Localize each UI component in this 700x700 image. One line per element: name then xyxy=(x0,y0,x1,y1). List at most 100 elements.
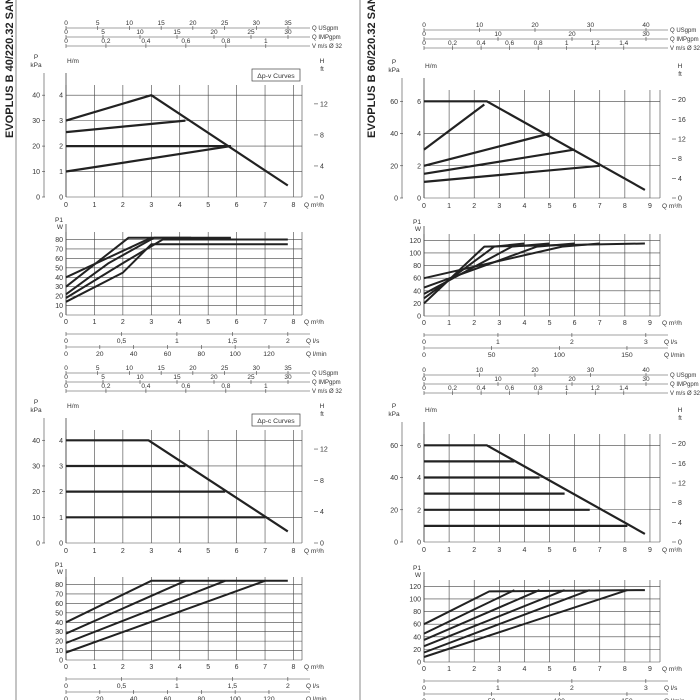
x-axis-label: Q m³/h xyxy=(662,547,682,554)
p1-tick-label: 20 xyxy=(413,301,421,308)
p1-unit-label: W xyxy=(57,224,64,231)
top-axis-tick-label: 30 xyxy=(642,376,650,383)
top-axis-tick-label: 30 xyxy=(284,374,292,381)
ft-tick-label: 4 xyxy=(320,163,324,170)
x-tick-label: 4 xyxy=(178,202,182,209)
kpa-label: kPa xyxy=(30,407,42,414)
h-tick-label: 1 xyxy=(59,515,63,522)
bottom-axis-tick-label: 40 xyxy=(130,696,138,700)
p-x-tick-label: 0 xyxy=(422,320,426,327)
power-curve-c1 xyxy=(423,589,628,658)
x-tick-label: 6 xyxy=(573,547,577,554)
top-axis-tick-label: 20 xyxy=(189,365,197,372)
p-x-tick-label: 0 xyxy=(64,319,68,326)
top-axis-tick-label: 0,8 xyxy=(534,40,543,47)
x-tick-label: 0 xyxy=(64,202,68,209)
p1-tick-label: 40 xyxy=(413,288,421,295)
top-axis-tick-label: 0 xyxy=(64,20,68,27)
power-curve-max xyxy=(65,579,288,624)
x-tick-label: 3 xyxy=(497,547,501,554)
x-tick-label: 7 xyxy=(263,202,267,209)
ft-tick-label: 0 xyxy=(678,540,682,547)
ft-tick-label: 4 xyxy=(320,509,324,516)
legend-box-label: Δp-v Curves xyxy=(257,73,295,80)
top-axis-label: Q IMPgpm xyxy=(312,380,341,386)
legend-box xyxy=(251,413,301,427)
kpa-tick-label: 20 xyxy=(390,163,398,170)
top-axis-tick-label: 1 xyxy=(565,40,569,47)
x-axis-label: Q m³/h xyxy=(662,203,682,210)
top-axis-tick-label: 15 xyxy=(158,20,166,27)
top-axis-label: Q USgpm xyxy=(670,28,696,34)
p1-tick-label: 0 xyxy=(417,314,421,321)
p1-tick-label: 80 xyxy=(55,237,63,244)
p-x-tick-label: 4 xyxy=(522,666,526,673)
power-curve-c1 xyxy=(65,236,152,279)
power-chart-2: 0 1 2 3 4 5 6 7 8 9 Q m³/h 0 20 40 60 80 100 120 P1W 0 1 2 3 Q … xyxy=(409,219,685,359)
head-curve-c2 xyxy=(423,132,550,167)
bottom-axis-tick-label: 80 xyxy=(198,351,206,358)
bottom-axis-tick-label: 1 xyxy=(175,338,179,345)
p-x-axis-label: Q m³/h xyxy=(304,664,324,671)
kpa-tick-label: 40 xyxy=(390,131,398,138)
top-axis-tick-label: 20 xyxy=(568,376,576,383)
top-axis-tick-label: 1 xyxy=(565,385,569,392)
top-axis-tick-label: 1,4 xyxy=(619,385,628,392)
p1-tick-label: 70 xyxy=(55,591,63,598)
bottom-axis-tick-label: 2 xyxy=(570,339,574,346)
x-tick-label: 8 xyxy=(623,547,627,554)
top-axis-tick-label: 35 xyxy=(284,365,292,372)
bottom-axis-label: Q l/s xyxy=(664,685,678,692)
kpa-tick-label: 0 xyxy=(36,541,40,548)
top-axis-tick-label: 0 xyxy=(64,365,68,372)
p1-tick-label: 100 xyxy=(409,250,421,257)
power-curve-c2 xyxy=(423,242,550,295)
p1-unit-label: W xyxy=(415,572,422,579)
bottom-axis-tick-label: 20 xyxy=(96,351,104,358)
p-x-tick-label: 0 xyxy=(422,666,426,673)
p1-tick-label: 40 xyxy=(413,634,421,641)
ft-tick-label: 8 xyxy=(320,132,324,139)
power-chart-4: 0 1 2 3 4 5 6 7 8 9 Q m³/h 0 20 40 60 80 100 120 P1W 0 1 2 3 Q … xyxy=(409,565,685,700)
x-tick-label: 9 xyxy=(648,547,652,554)
x-tick-label: 4 xyxy=(522,547,526,554)
h-tick-label: 4 xyxy=(59,438,63,445)
top-axis-label: Q USgpm xyxy=(312,26,338,32)
p-x-tick-label: 6 xyxy=(235,664,239,671)
p1-tick-label: 80 xyxy=(55,582,63,589)
top-axis-tick-label: 20 xyxy=(531,22,539,29)
p-x-tick-label: 1 xyxy=(447,320,451,327)
h-tick-label: 4 xyxy=(59,93,63,100)
p-x-tick-label: 2 xyxy=(472,320,476,327)
bottom-axis-tick-label: 2 xyxy=(286,338,290,345)
x-tick-label: 1 xyxy=(447,547,451,554)
top-axis-tick-label: 5 xyxy=(96,20,100,27)
ft-h-label: H xyxy=(678,407,683,414)
p-x-axis-label: Q m³/h xyxy=(304,319,324,326)
h-axis-label: H/m xyxy=(425,407,437,414)
top-axis-tick-label: 5 xyxy=(101,29,105,36)
top-axis-tick-label: 1,2 xyxy=(591,385,600,392)
top-axis-tick-label: 15 xyxy=(173,374,181,381)
p-x-tick-label: 8 xyxy=(623,320,627,327)
bottom-axis-tick-label: 60 xyxy=(164,696,172,700)
p-x-tick-label: 9 xyxy=(648,320,652,327)
ft-tick-label: 8 xyxy=(678,156,682,163)
p-x-tick-label: 9 xyxy=(648,666,652,673)
top-axis-label: Q IMPgpm xyxy=(670,37,699,43)
top-axis-tick-label: 0 xyxy=(64,38,68,45)
p-x-tick-label: 6 xyxy=(235,319,239,326)
bottom-axis-label: Q l/s xyxy=(306,338,320,345)
bottom-axis-tick-label: 0 xyxy=(64,351,68,358)
ft-unit-label: ft xyxy=(320,66,324,73)
bottom-axis-tick-label: 60 xyxy=(164,351,172,358)
top-axis-tick-label: 30 xyxy=(284,29,292,36)
p-x-tick-label: 8 xyxy=(623,666,627,673)
head-curve-max xyxy=(66,439,289,533)
h-tick-label: 2 xyxy=(59,144,63,151)
bottom-axis-tick-label: 1 xyxy=(496,685,500,692)
power-curve-c2 xyxy=(65,236,231,288)
x-tick-label: 8 xyxy=(292,202,296,209)
bottom-axis-tick-label: 50 xyxy=(488,698,496,700)
